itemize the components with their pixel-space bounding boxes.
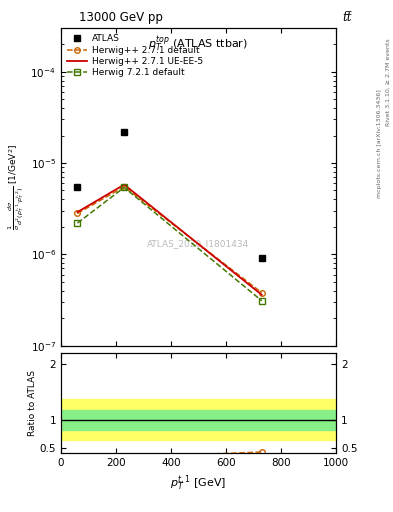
Y-axis label: Ratio to ATLAS: Ratio to ATLAS bbox=[28, 370, 37, 436]
Herwig++ 2.7.1 default bbox=[122, 184, 127, 190]
Text: 13000 GeV pp: 13000 GeV pp bbox=[79, 11, 162, 24]
ATLAS bbox=[259, 255, 264, 262]
Line: Herwig 7.2.1 default: Herwig 7.2.1 default bbox=[75, 185, 264, 304]
Line: ATLAS: ATLAS bbox=[74, 129, 265, 262]
Legend: ATLAS, Herwig++ 2.7.1 default, Herwig++ 2.7.1 UE-EE-5, Herwig 7.2.1 default: ATLAS, Herwig++ 2.7.1 default, Herwig++ … bbox=[64, 31, 206, 81]
Text: $p_T^{top}$ (ATLAS ttbar): $p_T^{top}$ (ATLAS ttbar) bbox=[149, 34, 248, 54]
Herwig 7.2.1 default bbox=[75, 220, 80, 226]
Line: Herwig++ 2.7.1 UE-EE-5: Herwig++ 2.7.1 UE-EE-5 bbox=[77, 185, 262, 295]
Herwig++ 2.7.1 default bbox=[259, 290, 264, 296]
Herwig++ 2.7.1 UE-EE-5 bbox=[259, 292, 264, 298]
Y-axis label: $\frac{1}{\sigma}\frac{d\sigma}{d^2(p_T^{t,1}{\cdot}p_T^{t,2})}$ [1/GeV$^2$]: $\frac{1}{\sigma}\frac{d\sigma}{d^2(p_T^… bbox=[6, 144, 26, 230]
Text: tt̅: tt̅ bbox=[342, 11, 351, 24]
X-axis label: $p_T^{t,1}$ [GeV]: $p_T^{t,1}$ [GeV] bbox=[170, 474, 227, 494]
Herwig++ 2.7.1 UE-EE-5 bbox=[122, 182, 127, 188]
Text: Rivet 3.1.10, ≥ 2.7M events: Rivet 3.1.10, ≥ 2.7M events bbox=[386, 38, 391, 126]
Herwig++ 2.7.1 UE-EE-5 bbox=[75, 209, 80, 215]
ATLAS bbox=[75, 184, 80, 190]
Herwig 7.2.1 default bbox=[122, 184, 127, 190]
Text: ATLAS_2020_I1801434: ATLAS_2020_I1801434 bbox=[147, 240, 250, 248]
Herwig++ 2.7.1 default bbox=[75, 210, 80, 217]
Line: Herwig++ 2.7.1 default: Herwig++ 2.7.1 default bbox=[75, 184, 264, 295]
Text: mcplots.cern.ch [arXiv:1306.3436]: mcplots.cern.ch [arXiv:1306.3436] bbox=[377, 89, 382, 198]
Herwig 7.2.1 default bbox=[259, 297, 264, 304]
ATLAS bbox=[122, 129, 127, 135]
